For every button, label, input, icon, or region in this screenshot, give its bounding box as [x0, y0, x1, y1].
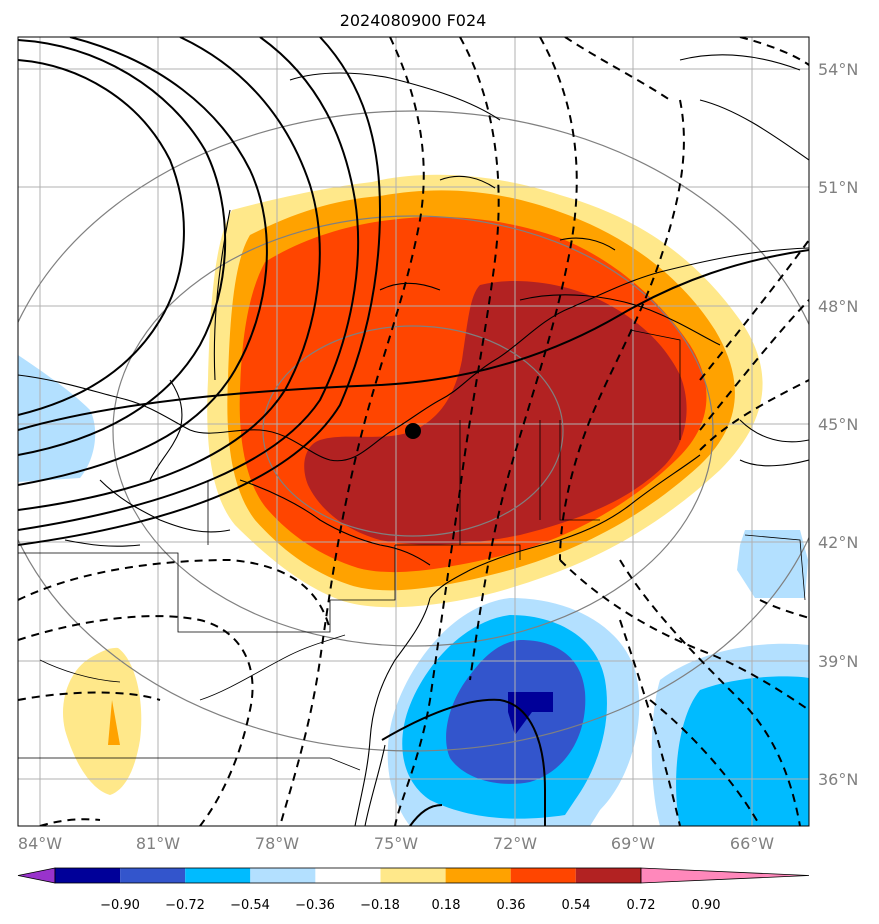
colorbar-label: −0.90 — [100, 898, 140, 913]
colorbar-swatch — [315, 868, 381, 883]
map-frame — [17, 36, 810, 827]
lon-label: 78°W — [255, 834, 299, 853]
lat-label: 36°N — [818, 770, 858, 789]
colorbar-label: 0.72 — [627, 898, 656, 913]
colorbar-label: 0.54 — [562, 898, 591, 913]
anomaly-level-0.72 — [304, 280, 687, 545]
colorbar-label: −0.72 — [165, 898, 205, 913]
colorbar-label: −0.54 — [230, 898, 270, 913]
neg-level-east-0.36 — [676, 676, 809, 826]
colorbar-swatch — [120, 868, 186, 883]
lon-label: 66°W — [730, 834, 774, 853]
colorbar: −0.90 −0.72 −0.54 −0.36 −0.18 0.18 0.36 … — [17, 867, 810, 913]
lon-label: 69°W — [611, 834, 655, 853]
lon-label: 75°W — [374, 834, 418, 853]
longitude-labels: 84°W 81°W 78°W 75°W 72°W 69°W 66°W — [18, 834, 774, 853]
colorbar-frame — [54, 867, 642, 884]
solid-contours — [18, 37, 809, 826]
colorbar-extend-low — [17, 867, 56, 884]
neg-patch-ne — [737, 530, 808, 598]
positive-anomaly-sw — [62, 647, 142, 795]
neg-level-0.72 — [508, 692, 553, 735]
coastlines — [18, 54, 809, 826]
center-marker — [405, 423, 421, 439]
map-area — [18, 37, 809, 826]
colorbar-swatch — [380, 868, 446, 883]
colorbar-label: 0.18 — [432, 898, 461, 913]
latitude-labels: 54°N 51°N 48°N 45°N 42°N 39°N 36°N — [818, 60, 858, 789]
lon-label: 84°W — [18, 834, 62, 853]
colorbar-label: 0.90 — [692, 898, 721, 913]
colorbar-swatch — [185, 868, 251, 883]
dashed-contours — [18, 37, 809, 826]
negative-anomaly-field — [18, 355, 809, 826]
colorbar-swatch — [575, 868, 641, 883]
colorbar-swatch — [250, 868, 316, 883]
colorbar-label: −0.18 — [360, 898, 400, 913]
colorbar-swatch — [510, 868, 576, 883]
colorbar-swatch — [55, 868, 121, 883]
lon-label: 81°W — [136, 834, 180, 853]
neg-level-west — [18, 355, 96, 482]
colorbar-swatches — [17, 867, 810, 884]
lat-label: 48°N — [818, 297, 858, 316]
lat-label: 45°N — [818, 415, 858, 434]
lat-label: 51°N — [818, 178, 858, 197]
lat-label: 54°N — [818, 60, 858, 79]
colorbar-label: −0.36 — [295, 898, 335, 913]
distance-rings — [18, 110, 809, 752]
map-title: 2024080900 F024 — [340, 11, 487, 30]
colorbar-swatch — [445, 868, 511, 883]
lat-label: 39°N — [818, 652, 858, 671]
state-borders — [18, 329, 806, 771]
colorbar-labels: −0.90 −0.72 −0.54 −0.36 −0.18 0.18 0.36 … — [100, 898, 720, 913]
colorbar-label: 0.36 — [497, 898, 526, 913]
colorbar-extend-high — [640, 867, 810, 884]
lon-label: 72°W — [493, 834, 537, 853]
lat-label: 42°N — [818, 533, 858, 552]
